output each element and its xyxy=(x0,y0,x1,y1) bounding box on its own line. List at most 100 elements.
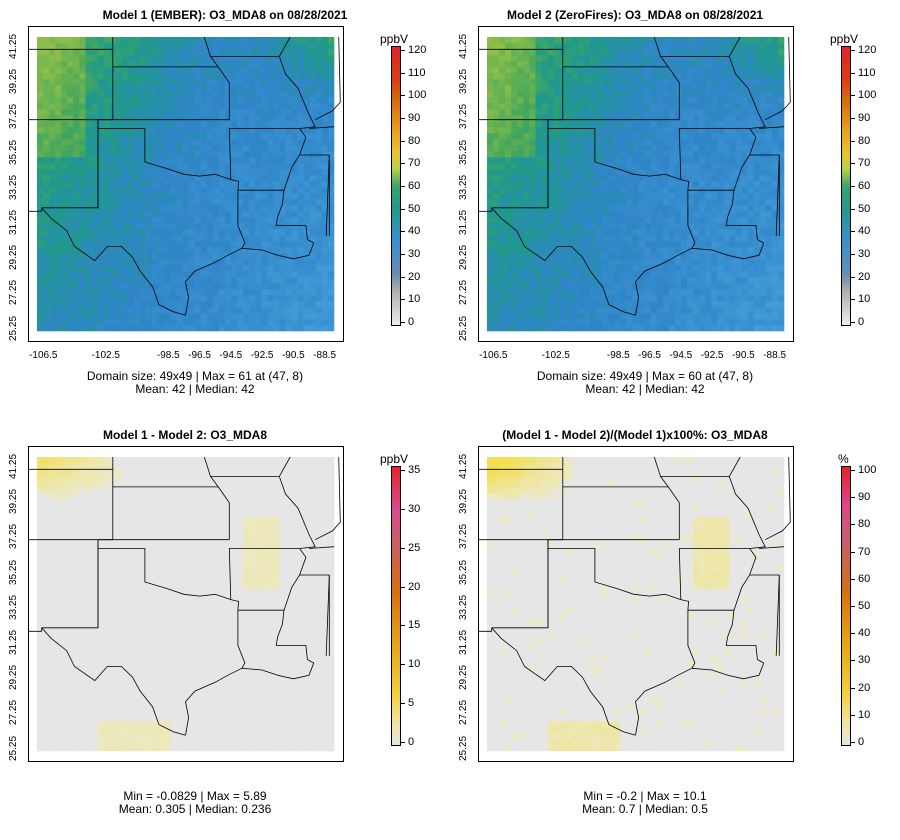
colorbar-tick-label: 10 xyxy=(408,658,421,671)
lat-tick-label: 25.25 xyxy=(8,735,19,761)
state-borders xyxy=(29,456,341,736)
colorbar-tick-label: 15 xyxy=(408,619,421,632)
colorbar-tick xyxy=(401,625,405,627)
lon-tick-label: -90.5 xyxy=(731,350,755,361)
panel-title: (Model 1 - Model 2)/(Model 1)x100%: O3_M… xyxy=(502,428,768,442)
lat-tick-label: 27.25 xyxy=(458,280,469,306)
colorbar-tick-label: 60 xyxy=(858,180,871,192)
stats-line-1: Domain size: 49x49 | Max = 61 at (47, 8) xyxy=(86,369,304,383)
colorbar-tick xyxy=(401,664,405,666)
map-canvas xyxy=(29,456,341,752)
lon-tick-label: -90.5 xyxy=(281,350,305,361)
lat-tick-label: 35.25 xyxy=(8,139,19,165)
colorbar-unit: ppbV xyxy=(380,452,409,466)
lat-tick-label: 29.25 xyxy=(458,665,469,691)
colorbar-tick-label: 5 xyxy=(408,697,415,710)
stats-line-2: Mean: 0.305 | Median: 0.236 xyxy=(118,802,272,816)
map-frame xyxy=(478,446,794,762)
colorbar-tick-label: 110 xyxy=(858,66,876,79)
lat-tick-label: 29.25 xyxy=(458,245,469,271)
lon-tick-label: -102.5 xyxy=(91,350,120,361)
stats-line-1: Min = -0.0829 | Max = 5.89 xyxy=(123,789,267,803)
map-frame xyxy=(28,446,344,762)
stats-line-2: Mean: 42 | Median: 42 xyxy=(135,382,255,396)
lat-tick-label: 31.25 xyxy=(8,209,19,235)
lon-tick-label: -94.5 xyxy=(669,350,693,361)
lon-tick-label: -96.5 xyxy=(188,350,211,361)
colorbar-tick-label: 0 xyxy=(858,736,865,748)
colorbar-tick-label: 80 xyxy=(858,518,871,531)
colorbar-tick xyxy=(401,470,405,471)
colorbar-tick xyxy=(851,299,855,301)
lon-tick-label: -98.5 xyxy=(606,350,630,361)
lat-tick-label: 31.25 xyxy=(458,209,469,235)
colorbar-tick xyxy=(401,703,405,705)
colorbar-tick-label: 100 xyxy=(858,464,877,476)
colorbar xyxy=(841,46,851,326)
colorbar-tick-label: 30 xyxy=(408,248,421,260)
lat-tick-label: 37.25 xyxy=(8,104,19,130)
colorbar-tick xyxy=(851,660,855,662)
colorbar-tick-label: 80 xyxy=(858,134,871,147)
colorbar-tick-label: 100 xyxy=(858,89,877,102)
lat-tick-label: 25.25 xyxy=(458,315,469,341)
colorbar-tick-label: 30 xyxy=(858,654,871,667)
lat-tick-label: 27.25 xyxy=(8,280,19,306)
lat-tick-label: 27.25 xyxy=(8,700,19,726)
colorbar-tick xyxy=(401,299,405,301)
map-panel-model1: Model 1 (EMBER): O3_MDA8 on 08/28/2021 D… xyxy=(0,0,450,420)
colorbar xyxy=(391,466,401,746)
colorbar-tick-label: 0 xyxy=(858,316,865,328)
colorbar-tick xyxy=(401,508,405,510)
colorbar-tick xyxy=(401,208,405,210)
state-borders xyxy=(479,456,791,736)
colorbar xyxy=(391,46,401,326)
lat-tick-label: 25.25 xyxy=(8,315,19,341)
lat-tick-label: 35.25 xyxy=(458,559,469,585)
colorbar-tick xyxy=(401,95,405,97)
colorbar-tick xyxy=(851,714,855,716)
colorbar-tick-label: 0 xyxy=(408,736,415,748)
grid-cells xyxy=(487,457,785,752)
lon-tick-label: -92.5 xyxy=(700,350,724,361)
lat-tick-label: 27.25 xyxy=(458,700,469,726)
map-canvas xyxy=(479,36,791,332)
colorbar-tick xyxy=(851,95,855,97)
colorbar-tick-label: 90 xyxy=(858,491,871,504)
lon-tick-label: -88.5 xyxy=(313,350,337,361)
colorbar-tick-label: 70 xyxy=(858,157,871,170)
colorbar-tick xyxy=(851,186,855,187)
colorbar-tick xyxy=(401,547,405,549)
colorbar-tick xyxy=(851,50,855,51)
colorbar-tick-label: 50 xyxy=(858,600,871,612)
colorbar-tick xyxy=(851,208,855,210)
lat-tick-label: 31.25 xyxy=(458,629,469,655)
colorbar-unit: ppbV xyxy=(830,32,859,46)
colorbar-tick xyxy=(401,231,405,233)
colorbar-tick-label: 20 xyxy=(858,681,871,694)
colorbar-tick xyxy=(851,606,855,607)
colorbar-tick-label: 90 xyxy=(408,112,421,124)
colorbar xyxy=(841,466,851,746)
lat-tick-label: 33.25 xyxy=(8,594,19,620)
colorbar-tick-label: 20 xyxy=(408,580,421,593)
colorbar-unit: % xyxy=(838,452,849,466)
colorbar-tick-label: 120 xyxy=(858,44,877,56)
lat-tick-label: 29.25 xyxy=(8,665,19,691)
colorbar-tick-label: 50 xyxy=(408,202,421,215)
lat-tick-label: 41.25 xyxy=(8,33,19,59)
lon-tick-label: -94.5 xyxy=(219,350,243,361)
grid-cells xyxy=(487,37,785,332)
lat-tick-label: 31.25 xyxy=(8,629,19,655)
colorbar-tick-label: 60 xyxy=(408,180,421,192)
stats-line-2: Mean: 0.7 | Median: 0.5 xyxy=(582,802,708,816)
colorbar-tick xyxy=(851,633,855,635)
colorbar-tick xyxy=(851,276,855,278)
map-frame xyxy=(478,26,794,342)
colorbar-tick xyxy=(851,742,855,743)
colorbar-tick xyxy=(851,140,855,142)
colorbar-tick xyxy=(851,687,855,689)
colorbar-tick xyxy=(401,50,405,51)
lat-tick-label: 41.25 xyxy=(458,453,469,479)
colorbar-tick-label: 40 xyxy=(858,225,871,238)
